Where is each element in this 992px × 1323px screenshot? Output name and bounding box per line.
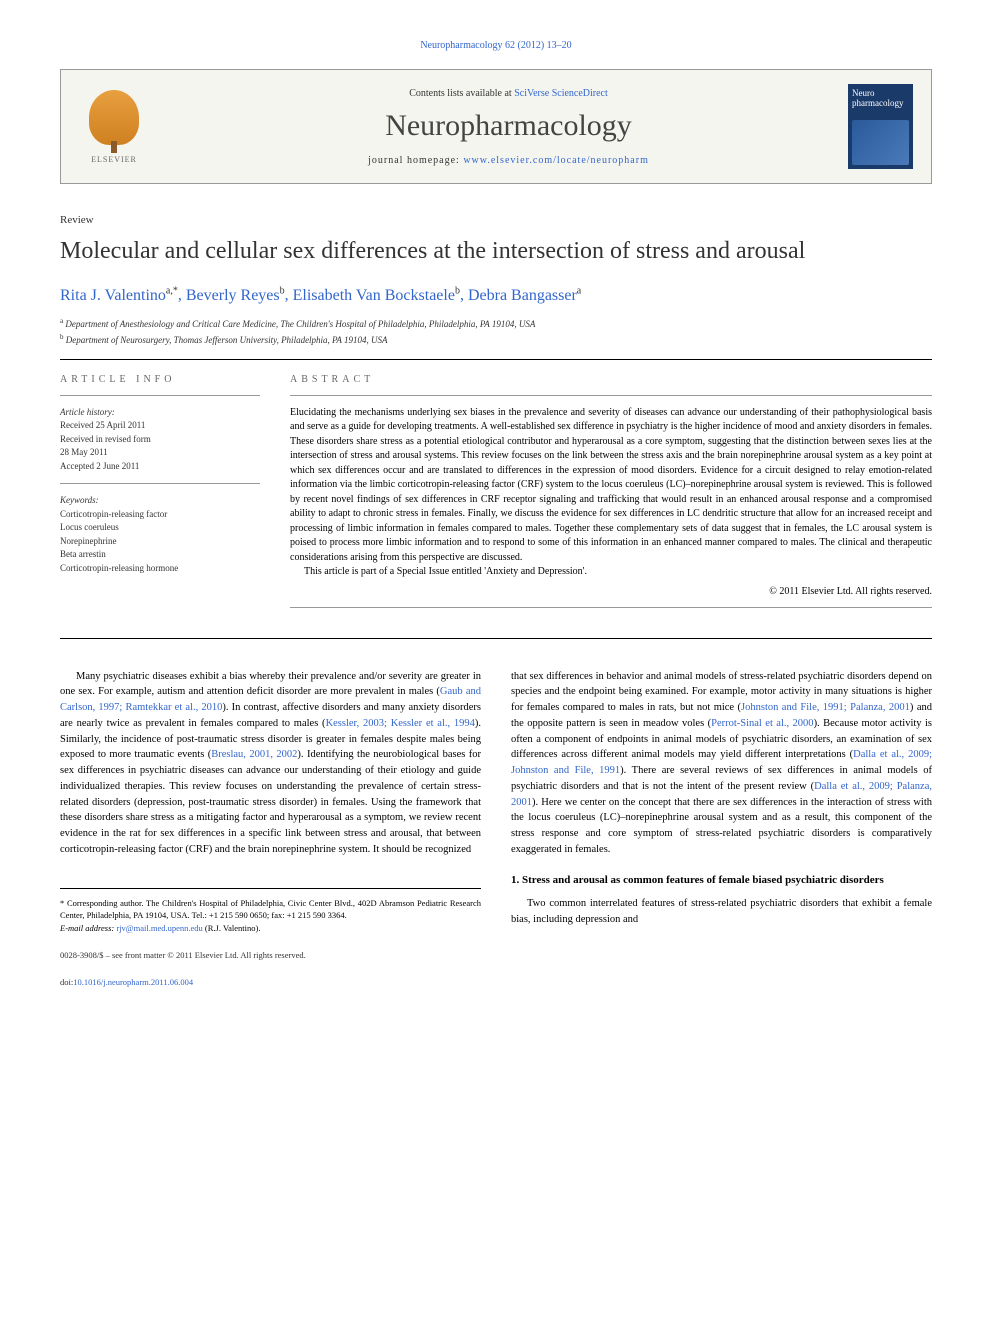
affiliation: b Department of Neurosurgery, Thomas Jef…	[60, 333, 932, 345]
author: Rita J. Valentinoa,*	[60, 287, 178, 304]
keywords-label: Keywords:	[60, 494, 260, 508]
history-label: Article history:	[60, 406, 260, 420]
citation-link[interactable]: Kessler, 2003; Kessler et al., 1994	[326, 718, 475, 729]
article-type: Review	[60, 214, 932, 226]
homepage-link[interactable]: www.elsevier.com/locate/neuropharm	[463, 155, 649, 166]
elsevier-logo: ELSEVIER	[79, 87, 149, 167]
body-column-left: Many psychiatric diseases exhibit a bias…	[60, 669, 481, 989]
accepted-date: Accepted 2 June 2011	[60, 460, 260, 474]
citation-link[interactable]: Johnston and File, 1991; Palanza, 2001	[741, 702, 910, 713]
homepage-prefix: journal homepage:	[368, 155, 463, 166]
corresponding-author: * Corresponding author. The Children's H…	[60, 897, 481, 923]
citation-link[interactable]: Breslau, 2001, 2002	[211, 749, 297, 760]
copyright: © 2011 Elsevier Ltd. All rights reserved…	[290, 586, 932, 597]
section-heading: 1. Stress and arousal as common features…	[511, 872, 932, 889]
body-paragraph: that sex differences in behavior and ani…	[511, 669, 932, 858]
journal-name: Neuropharmacology	[169, 109, 848, 143]
divider	[60, 483, 260, 484]
divider	[60, 395, 260, 396]
divider	[290, 607, 932, 608]
email-label: E-mail address:	[60, 923, 116, 933]
revised-date: 28 May 2011	[60, 446, 260, 460]
keyword: Norepinephrine	[60, 535, 260, 549]
article-info-header: ARTICLE INFO	[60, 374, 260, 385]
divider	[60, 638, 932, 639]
keyword: Corticotropin-releasing hormone	[60, 562, 260, 576]
journal-banner: ELSEVIER Contents lists available at Sci…	[60, 69, 932, 184]
header-citation: Neuropharmacology 62 (2012) 13–20	[60, 40, 932, 51]
body-paragraph: Many psychiatric diseases exhibit a bias…	[60, 669, 481, 858]
journal-homepage: journal homepage: www.elsevier.com/locat…	[169, 155, 848, 166]
divider	[60, 359, 932, 360]
abstract-header: ABSTRACT	[290, 374, 932, 385]
revised-label: Received in revised form	[60, 433, 260, 447]
publisher-name: ELSEVIER	[91, 155, 137, 164]
keyword: Beta arrestin	[60, 548, 260, 562]
sciencedirect-link[interactable]: SciVerse ScienceDirect	[514, 88, 608, 99]
author: Elisabeth Van Bockstaeleb	[293, 287, 460, 304]
author: Beverly Reyesb	[186, 287, 285, 304]
doi-line: doi:10.1016/j.neuropharm.2011.06.004	[60, 976, 481, 989]
divider	[290, 395, 932, 396]
authors-list: Rita J. Valentinoa,*, Beverly Reyesb, El…	[60, 285, 932, 304]
abstract-text: Elucidating the mechanisms underlying se…	[290, 406, 932, 580]
keyword: Locus coeruleus	[60, 521, 260, 535]
article-title: Molecular and cellular sex differences a…	[60, 236, 932, 267]
body-paragraph: Two common interrelated features of stre…	[511, 896, 932, 928]
issn-line: 0028-3908/$ – see front matter © 2011 El…	[60, 949, 481, 962]
body-column-right: that sex differences in behavior and ani…	[511, 669, 932, 989]
special-issue-note: This article is part of a Special Issue …	[290, 565, 932, 580]
journal-cover-thumbnail: Neuro pharmacology	[848, 84, 913, 169]
citation-link[interactable]: Perrot-Sinal et al., 2000	[711, 718, 813, 729]
keyword: Corticotropin-releasing factor	[60, 508, 260, 522]
affiliation: a Department of Anesthesiology and Criti…	[60, 317, 932, 329]
email-suffix: (R.J. Valentino).	[203, 923, 261, 933]
cover-title: Neuro pharmacology	[852, 88, 909, 108]
email-link[interactable]: rjv@mail.med.upenn.edu	[116, 923, 202, 933]
received-date: Received 25 April 2011	[60, 419, 260, 433]
footnotes: * Corresponding author. The Children's H…	[60, 888, 481, 935]
contents-available: Contents lists available at SciVerse Sci…	[169, 88, 848, 99]
author: Debra Bangassera	[468, 287, 581, 304]
contents-prefix: Contents lists available at	[409, 88, 514, 99]
email-line: E-mail address: rjv@mail.med.upenn.edu (…	[60, 922, 481, 935]
doi-link[interactable]: 10.1016/j.neuropharm.2011.06.004	[73, 977, 193, 987]
